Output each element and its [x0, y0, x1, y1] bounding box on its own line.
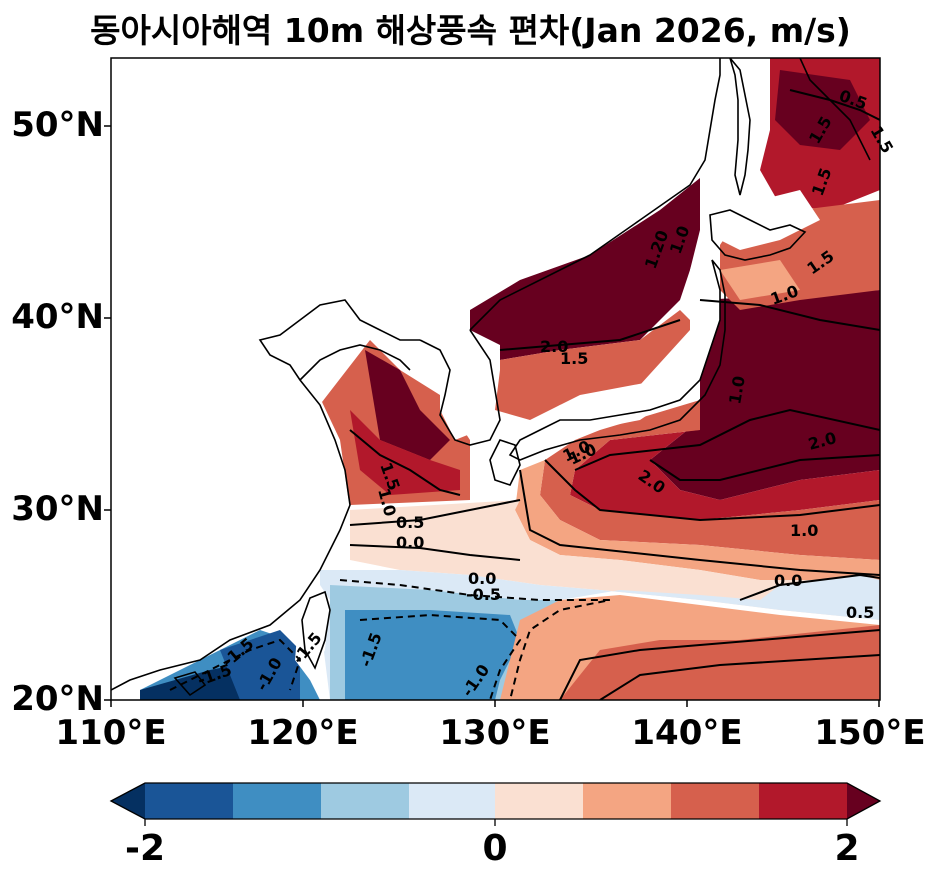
colorbar-tick-label: 0: [482, 828, 508, 869]
coastline-china: [111, 299, 420, 691]
colorbar-segment: [321, 783, 409, 819]
contour-1-5: [574, 408, 880, 471]
fill-yellow-sea-core: [365, 350, 450, 460]
contour-okhotsk: [789, 89, 880, 121]
colorbar: [109, 782, 882, 826]
contour-label: 0.0: [468, 569, 496, 588]
axis-ticks: [104, 125, 880, 707]
colorbar-segment: [409, 783, 495, 819]
coastlines: [111, 58, 871, 697]
colorbar-segment: [145, 783, 233, 819]
contour-label: -0.5: [466, 585, 501, 604]
negative-contours: [169, 579, 611, 700]
fill-mid-red: [540, 400, 880, 560]
fill-scs-deep: [220, 630, 300, 700]
contour-0-5-south: [559, 629, 880, 700]
contour-label: 2.0: [540, 337, 568, 356]
y-tick-label: 40°N: [11, 297, 104, 337]
contour-neg-1-5: [169, 638, 302, 691]
fill-east-sea-edge: [470, 310, 700, 420]
coastline-hainan: [173, 671, 207, 697]
contour-label: 0.5: [396, 513, 424, 532]
coastline-honshu: [508, 259, 726, 461]
contour-0-5: [519, 469, 880, 576]
colorbar-segment: [583, 783, 671, 819]
colorbar-segment: [759, 783, 847, 819]
x-tick-label: 120°E: [247, 713, 359, 753]
contour-lines: [349, 89, 880, 700]
contour-label: 1.5: [560, 349, 588, 368]
coastline-korea: [419, 329, 501, 446]
contour-label: 1.0: [790, 521, 818, 540]
fill-pacific-north-light: [720, 260, 800, 300]
x-tick-label: 110°E: [55, 713, 167, 753]
colorbar-tick-label: -2: [125, 828, 165, 869]
coastline-sakhalin: [729, 58, 751, 196]
land-mask-asia: [111, 58, 700, 700]
contour-0-0-west: [349, 544, 521, 561]
fill-mid-blue: [345, 610, 520, 700]
colorbar-under-triangle: [111, 783, 145, 819]
map-title: 동아시아해역 10m 해상풍속 편차(Jan 2026, m/s): [90, 11, 851, 50]
contour-label: 0.0: [396, 533, 424, 552]
colorbar-tick-label: 2: [834, 828, 860, 869]
contour-label: 0.0: [774, 571, 802, 590]
coastline-kyushu: [489, 439, 521, 486]
coastline-russia: [469, 58, 721, 331]
coastline-kamchatka: [799, 58, 871, 161]
y-tick-label: 30°N: [11, 489, 104, 529]
fill-east-sea: [470, 170, 720, 360]
contour-2-0-south: [649, 454, 880, 481]
land-mask-taiwan: [295, 585, 330, 680]
colorbar-segment: [671, 783, 759, 819]
fill-yellow-sea-band: [350, 410, 460, 495]
contour-1-0-south: [599, 654, 880, 700]
land-mask-hokkaido: [710, 180, 820, 250]
colorbar-over-triangle: [847, 783, 880, 819]
colorbar-segment: [495, 783, 583, 819]
y-tick-label: 20°N: [11, 679, 104, 719]
contour-east-sea: [499, 319, 681, 351]
land-mask-sakhalin: [720, 58, 770, 200]
contour-0-5-cream: [349, 499, 521, 526]
coastline-bohai: [299, 344, 411, 381]
fill-south-deep-red: [560, 625, 880, 700]
contour-label: 1.0: [725, 374, 749, 405]
fill-red-band: [570, 420, 880, 520]
anomaly-field: [111, 58, 880, 700]
x-tick-label: 130°E: [439, 713, 551, 753]
coastline-taiwan: [301, 590, 331, 670]
fill-okhotsk-core: [775, 70, 870, 150]
contour-0-0-east: [739, 573, 880, 601]
contour-neg-1-0: [359, 613, 522, 700]
contour-label: 0.5: [846, 603, 874, 622]
fill-cream: [350, 500, 880, 620]
contour-yellow-sea: [349, 429, 461, 496]
contour-1-0: [544, 459, 880, 522]
y-tick-label: 50°N: [11, 105, 104, 145]
x-tick-label: 140°E: [631, 713, 743, 753]
contour-2-0-east: [699, 299, 880, 331]
land-mask-korea: [440, 330, 500, 440]
x-tick-label: 150°E: [814, 713, 926, 753]
coastline-hokkaido: [709, 209, 807, 261]
colorbar-segment: [233, 783, 321, 819]
